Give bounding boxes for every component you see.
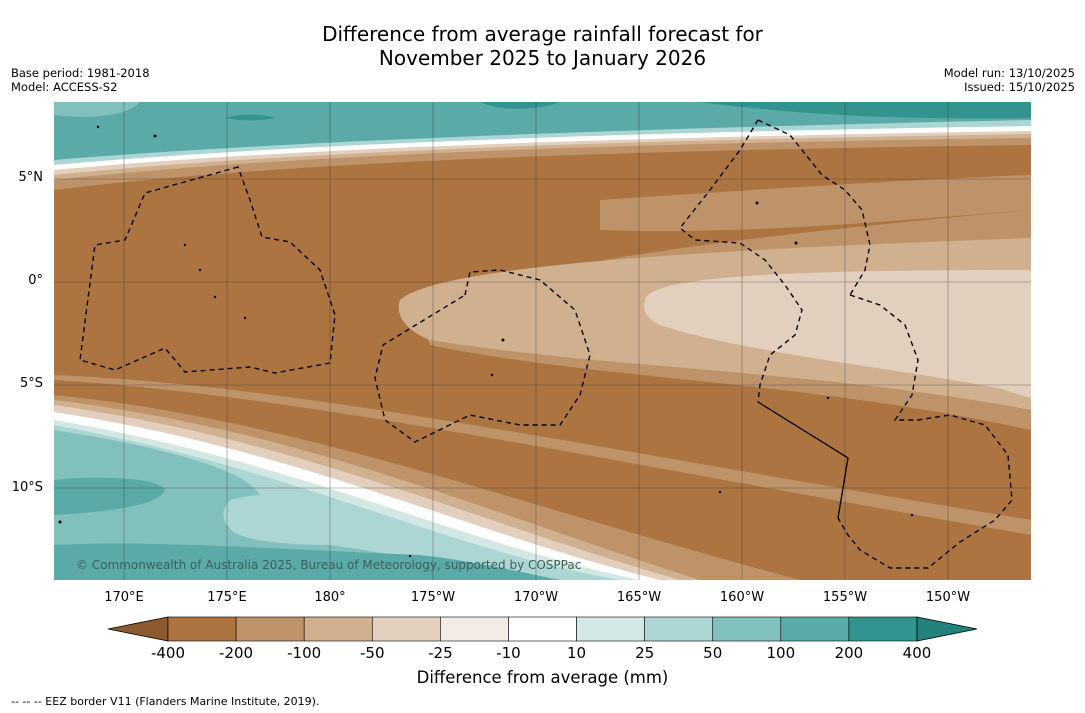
copyright-notice: © Commonwealth of Australia 2025, Bureau…	[76, 558, 582, 572]
island	[183, 243, 187, 247]
colorbar-bin	[712, 616, 782, 642]
island	[153, 134, 157, 138]
islands	[58, 125, 914, 558]
colorbar-title: Difference from average (mm)	[416, 668, 669, 687]
island	[490, 373, 494, 377]
lon-label-170e: 170°E	[104, 590, 144, 605]
lon-label-165w: 165°W	[616, 590, 662, 605]
colorbar-tick-label: -50	[360, 644, 385, 662]
model-run: Model run: 13/10/2025	[943, 66, 1075, 80]
model-name: Model: ACCESS-S2	[11, 80, 118, 94]
colorbar-tick-label: 400	[902, 644, 932, 662]
band-south-pos100	[54, 430, 560, 580]
colorbar-tick-label: 10	[566, 644, 587, 662]
band-south-pos200-patch2	[54, 543, 560, 580]
graticule	[54, 102, 1031, 580]
eez-kiribati-line-north	[757, 119, 871, 296]
colorbar-tick-label: -25	[428, 644, 453, 662]
island	[213, 295, 217, 299]
colorbar-bin	[235, 616, 305, 642]
island	[501, 338, 505, 342]
title-line-2: November 2025 to January 2026	[378, 46, 707, 70]
colorbar-bin	[440, 616, 509, 642]
lat-label-0: 0°	[28, 273, 43, 288]
lon-label-180: 180°	[314, 590, 346, 605]
colorbar-tick-label: -100	[287, 644, 322, 662]
meta-left: Base period: 1981-2018 Model: ACCESS-S2	[11, 66, 150, 94]
colorbar-bin	[167, 616, 237, 642]
lon-label-150w: 150°W	[925, 590, 971, 605]
eez-borders	[79, 119, 1013, 569]
eez-solid-segment	[757, 401, 849, 519]
lon-label-170w: 170°W	[513, 590, 559, 605]
eez-kiribati-gilbert	[79, 166, 336, 374]
band-north-pos50	[54, 102, 140, 117]
band-south-neg200	[54, 380, 1031, 580]
island	[718, 490, 722, 494]
eez-line-south	[837, 294, 1013, 569]
colorbar-tick-label: -200	[219, 644, 254, 662]
map-fill-layer	[54, 102, 1031, 580]
island	[794, 241, 798, 245]
colorbar-tick-label: 100	[766, 644, 796, 662]
band-south-pos25-patch	[223, 493, 380, 537]
island	[58, 520, 62, 524]
colorbar-tick-label: 25	[635, 644, 655, 662]
colorbar-bin	[303, 616, 373, 642]
colorbar-tick-label: -400	[150, 644, 186, 662]
lon-label-175e: 175°E	[207, 590, 247, 605]
band-south-pos200-patch	[54, 477, 165, 515]
meta-right: Model run: 13/10/2025 Issued: 15/10/2025	[944, 66, 1075, 94]
colorbar-bin	[576, 616, 645, 642]
colorbar-tick-label: 50	[703, 644, 723, 662]
issued-date: Issued: 15/10/2025	[964, 80, 1075, 94]
island	[243, 316, 247, 320]
island	[408, 554, 412, 558]
colorbar-bin	[780, 616, 850, 642]
lat-label-5s: 5°S	[19, 376, 43, 391]
island	[755, 201, 759, 205]
lat-label-10s: 10°S	[11, 480, 43, 495]
band-north-pos100	[54, 102, 1031, 160]
lon-label-175w: 175°W	[410, 590, 456, 605]
band-ne-neg100	[600, 175, 1031, 231]
band-center-neg10	[898, 272, 1031, 398]
band-nw-pos200	[480, 102, 560, 109]
band-nw-pos200b	[225, 114, 275, 121]
island	[96, 125, 100, 129]
colorbar-tick-label: 200	[834, 644, 864, 662]
lon-label-160w: 160°W	[719, 590, 765, 605]
colorbar-bin	[371, 616, 441, 642]
island	[910, 513, 914, 517]
island	[198, 268, 202, 272]
eez-legend-note: -- -- -- EEZ border V11 (Flanders Marine…	[11, 695, 320, 708]
island	[826, 396, 830, 400]
map-title: Difference from average rainfall forecas…	[0, 22, 1085, 70]
base-period: Base period: 1981-2018	[11, 66, 150, 80]
lon-label-155w: 155°W	[822, 590, 868, 605]
colorbar-bin	[508, 616, 577, 642]
colorbar-extend-high	[916, 616, 978, 642]
lat-label-5n: 5°N	[18, 170, 44, 185]
colorbar-extend-low	[107, 616, 169, 642]
title-line-1: Difference from average rainfall forecas…	[322, 22, 763, 46]
eez-kiribati-phoenix	[374, 269, 591, 443]
eez-line-west	[679, 119, 803, 403]
colorbar-tick-label: -10	[496, 644, 521, 662]
colorbar-bin	[644, 616, 714, 642]
colorbar-bin	[848, 616, 918, 642]
colorbar	[107, 616, 978, 642]
